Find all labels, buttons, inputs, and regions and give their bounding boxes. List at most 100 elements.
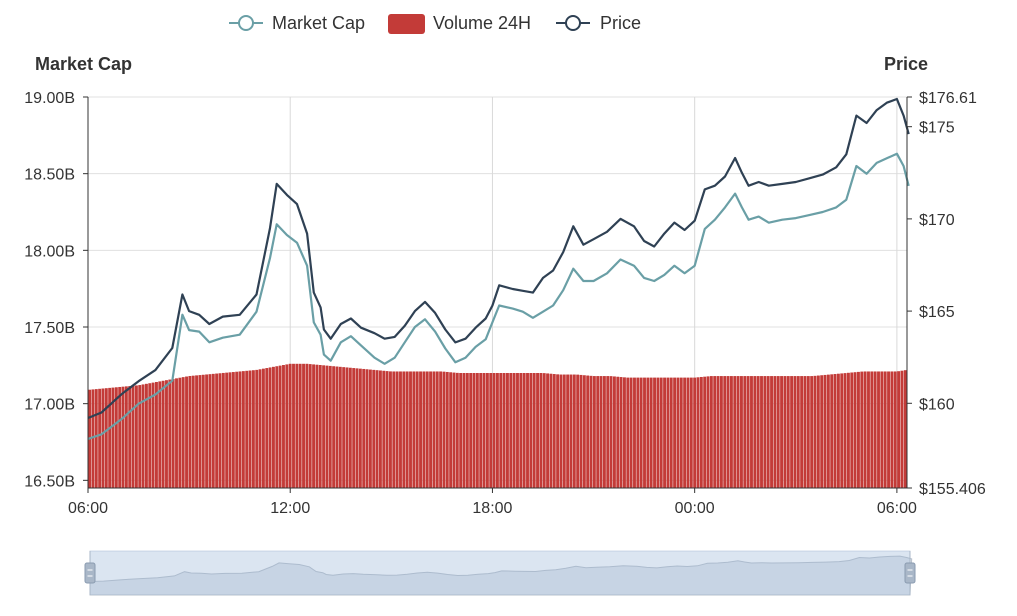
volume-bar (669, 377, 673, 488)
volume-bar (131, 385, 135, 488)
volume-bar (586, 375, 590, 488)
volume-bar (258, 369, 262, 488)
volume-bar (362, 368, 366, 488)
volume-bar (877, 371, 880, 488)
volume-bar (522, 373, 526, 488)
volume-bar (803, 376, 807, 488)
volume-bar (181, 377, 185, 488)
volume-bar (485, 373, 489, 488)
volume-bar (298, 363, 302, 488)
axes (87, 97, 908, 489)
volume-bar (368, 369, 372, 488)
volume-bar (265, 368, 269, 488)
volume-bar (98, 388, 102, 488)
volume-bar (750, 376, 753, 488)
volume-bar (736, 376, 740, 488)
data-zoom-handle-left[interactable] (84, 551, 96, 595)
volume-bar (589, 375, 593, 488)
volume-bar (673, 377, 677, 488)
volume-bar (228, 372, 232, 488)
volume-bar (134, 385, 138, 488)
volume-bar (760, 376, 763, 488)
volume-bar (325, 365, 329, 488)
volume-bar (810, 376, 814, 488)
volume-bar (796, 376, 800, 488)
volume-bar (860, 371, 864, 488)
volume-bar (716, 376, 720, 488)
volume-bar (693, 377, 697, 488)
volume-bar (472, 373, 476, 488)
volume-bar (101, 388, 105, 488)
right-tick-label: $170 (919, 212, 955, 229)
volume-bar (415, 371, 419, 488)
volume-bar (626, 377, 630, 488)
data-zoom-selected-range[interactable] (90, 551, 910, 595)
volume-bar (425, 371, 429, 488)
volume-bar (506, 373, 509, 488)
volume-bar (218, 373, 222, 488)
volume-bar (806, 376, 810, 488)
legend-item-price[interactable]: Price (556, 13, 641, 33)
volume-bar (439, 371, 443, 488)
data-zoom-slider[interactable] (84, 550, 916, 596)
right-tick-label: $155.406 (919, 481, 986, 498)
volume-bar (161, 380, 165, 488)
volume-bar (780, 376, 784, 488)
volume-bar (318, 365, 322, 488)
volume-bar (753, 376, 757, 488)
volume-bar (94, 389, 98, 488)
volume-bar (221, 372, 225, 488)
volume-bar (656, 377, 660, 488)
volume-bar (151, 382, 155, 488)
volume-bar (385, 371, 389, 488)
volume-bar (833, 374, 837, 488)
data-zoom-handle-right[interactable] (904, 551, 916, 595)
legend-item-market-cap[interactable]: Market Cap (229, 13, 365, 33)
volume-bar (278, 365, 282, 488)
volume-bar (719, 376, 723, 488)
volume-bar (639, 377, 643, 488)
volume-bar (452, 372, 456, 488)
legend-item-volume-24h[interactable]: Volume 24H (388, 13, 531, 34)
volume-bar (776, 376, 780, 488)
volume-bar (175, 378, 178, 488)
volume-bar (355, 368, 359, 488)
volume-bar (395, 371, 399, 488)
volume-bar (392, 371, 396, 488)
left-tick-label: 18.00B (24, 243, 75, 260)
volume-bar (572, 374, 576, 488)
volume-bar (840, 373, 844, 488)
volume-bar (629, 377, 633, 488)
volume-bar (91, 389, 95, 488)
volume-bar (873, 371, 877, 488)
volume-bar (215, 373, 219, 488)
volume-bar (335, 366, 339, 488)
volume-bar (863, 371, 867, 488)
x-tick-label: 12:00 (270, 500, 310, 517)
tick-labels: 19.00B 18.50B 18.00B 17.50B 17.00B 16.50B $176… (24, 90, 986, 517)
volume-bar (800, 376, 804, 488)
volume-bar (713, 376, 717, 488)
volume-bar (773, 376, 777, 488)
volume-bar (646, 377, 650, 488)
volume-bar (445, 371, 449, 488)
volume-bar (382, 370, 386, 488)
data-zoom-preview-area (89, 555, 913, 596)
volume-bar (746, 376, 750, 488)
volume-bar (539, 373, 543, 488)
volume-bar (783, 376, 787, 488)
volume-bar (679, 377, 683, 488)
volume-bars (88, 363, 907, 488)
volume-bar (432, 371, 436, 488)
volume-bar (389, 371, 392, 488)
volume-bar (616, 376, 620, 488)
volume-bar (733, 376, 737, 488)
volume-bar (499, 373, 503, 488)
volume-bar (469, 373, 473, 488)
volume-bar (358, 368, 362, 488)
volume-bar (495, 373, 499, 488)
volume-bar (666, 377, 670, 488)
volume-bar (268, 367, 272, 488)
volume-bar (148, 383, 152, 488)
